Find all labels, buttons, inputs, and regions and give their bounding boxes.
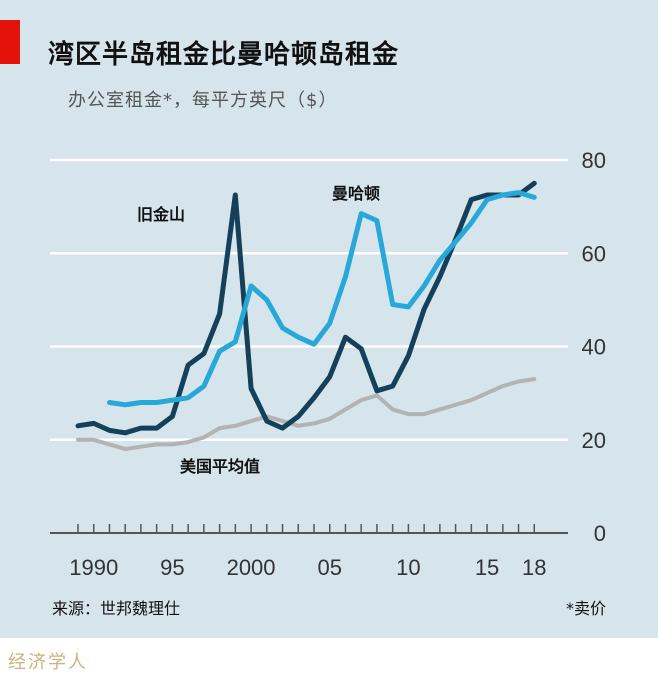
- x-tick-label: 15: [475, 555, 499, 580]
- line-chart: 0 20 40 60 80 1990 95 2000 05 10 15 18 美国平均值 旧金山 曼哈顿: [50, 148, 606, 580]
- series-line-0: [76, 377, 537, 452]
- x-tick-label: 1990: [69, 555, 118, 580]
- publisher-brand: 经济学人: [8, 652, 88, 673]
- brand-red-tag: [0, 20, 20, 64]
- series-line-1: [75, 180, 537, 436]
- series-label: 旧金山: [137, 205, 185, 224]
- chart-title: 湾区半岛租金比曼哈顿岛租金: [48, 40, 400, 70]
- x-tick-label: 95: [160, 555, 184, 580]
- series-label: 美国平均值: [180, 457, 260, 476]
- y-tick-label: 20: [582, 428, 606, 453]
- series-labels: 美国平均值 旧金山 曼哈顿: [137, 184, 380, 476]
- x-tick-label: 05: [317, 555, 341, 580]
- y-tick-label: 40: [582, 335, 606, 360]
- series-line-2: [107, 190, 537, 408]
- series-label: 曼哈顿: [332, 184, 380, 203]
- y-tick-label: 0: [594, 521, 606, 546]
- x-tick-label: 18: [522, 555, 546, 580]
- y-tick-label: 60: [582, 241, 606, 266]
- x-axis-tick-labels: 1990 95 2000 05 10 15 18: [69, 555, 546, 580]
- footnote: *卖价: [565, 599, 606, 618]
- y-tick-label: 80: [582, 148, 606, 173]
- x-tick-label: 2000: [227, 555, 276, 580]
- series-lines: [75, 180, 537, 452]
- x-tick-label: 10: [396, 555, 420, 580]
- chart-subtitle: 办公室租金*，每平方英尺（$）: [68, 90, 338, 111]
- gridlines: [50, 158, 568, 441]
- source-note: 来源：世邦魏理仕: [52, 599, 181, 618]
- y-axis-tick-labels: 0 20 40 60 80: [582, 148, 606, 546]
- x-axis: [50, 524, 568, 534]
